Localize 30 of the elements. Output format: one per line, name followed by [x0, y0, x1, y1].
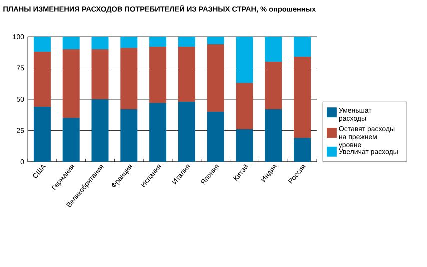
bar: [265, 36, 282, 62]
bar: [236, 83, 254, 130]
bar: [34, 36, 51, 52]
bar: [294, 56, 312, 138]
bar: [92, 36, 109, 50]
bar: [34, 107, 51, 162]
bar: [150, 46, 167, 104]
bar: [150, 103, 167, 162]
bar: [120, 48, 138, 110]
bar: [92, 50, 109, 100]
bar: [178, 46, 196, 102]
bar: [92, 100, 109, 162]
bar: [34, 52, 51, 107]
bar: [62, 50, 80, 118]
bar: [265, 109, 282, 162]
bar: [62, 118, 80, 162]
bar: [178, 36, 196, 47]
bar: [207, 44, 224, 112]
bar: [120, 36, 138, 48]
bar: [294, 36, 312, 57]
bar: [178, 102, 196, 162]
bar: [236, 129, 254, 162]
bar: [294, 138, 312, 162]
bar: [265, 62, 282, 110]
bar: [62, 36, 80, 50]
bar: [207, 112, 224, 162]
bar: [150, 36, 167, 47]
bar: [236, 36, 254, 84]
bar: [120, 109, 138, 162]
bar: [207, 36, 224, 44]
